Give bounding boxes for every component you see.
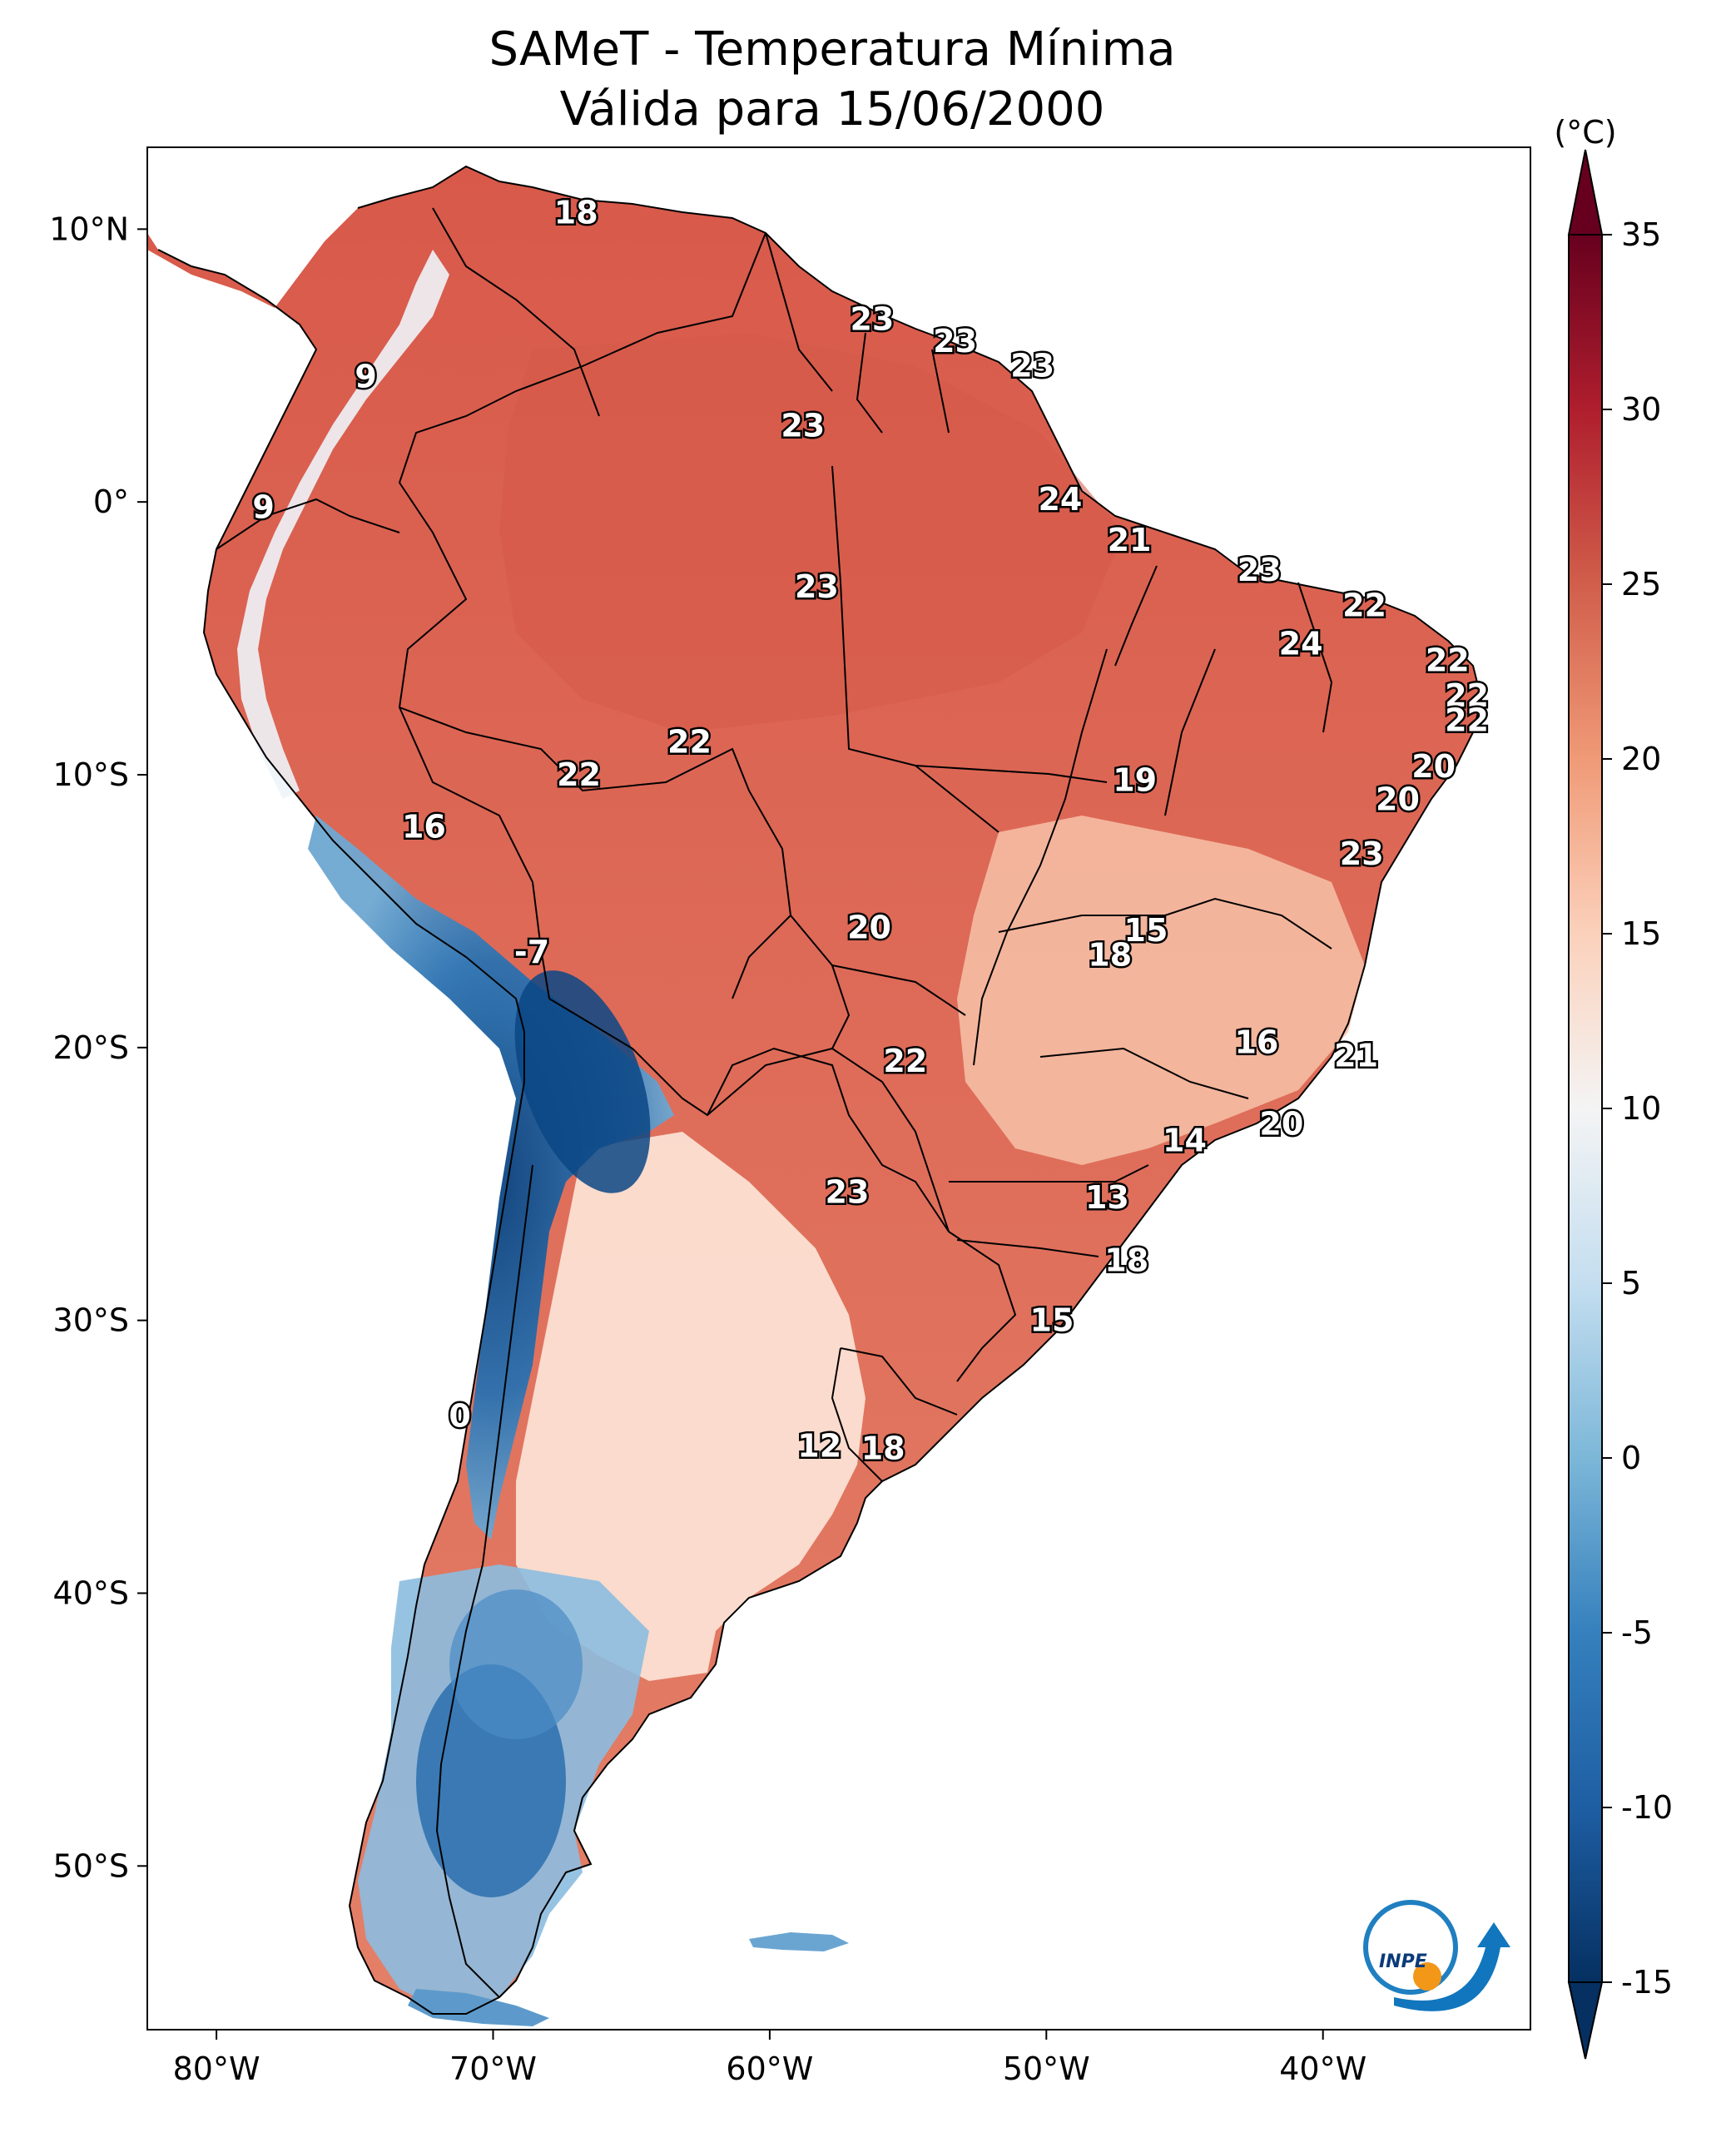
logo-orange-dot <box>1413 1962 1441 1991</box>
lon-tick-label: 60°W <box>726 2050 813 2087</box>
warm-amazon-region <box>499 333 1123 732</box>
station-value-label: 20 <box>847 910 891 946</box>
patagonia-cold-core-2 <box>449 1589 583 1739</box>
lon-tick-label: 80°W <box>173 2050 260 2087</box>
station-value-label: 20 <box>1376 781 1420 818</box>
station-value-label: 18 <box>1104 1242 1148 1279</box>
station-value-label: 22 <box>883 1043 927 1079</box>
station-value-label: 20 <box>1411 748 1456 785</box>
station-value-label: 21 <box>1334 1038 1378 1074</box>
country-borders <box>157 165 1483 2015</box>
lat-tick-label: 0° <box>93 483 129 520</box>
lon-tick-label: 40°W <box>1279 2050 1366 2087</box>
colorbar-tick-label: 25 <box>1621 566 1661 602</box>
colorbar-tick-label: 10 <box>1621 1090 1661 1127</box>
inpe-logo: INPE <box>1363 1900 1510 2011</box>
colorbar: (°C) 35 30 25 20 15 10 5 0 -5 -10 -15 <box>1554 114 1673 2060</box>
station-value-label: 22 <box>667 724 712 761</box>
lat-tick-label: 20°S <box>53 1029 129 1066</box>
falkland-islands <box>749 1932 849 1951</box>
station-value-label: 15 <box>1124 912 1168 949</box>
cool-pampas-region <box>516 1132 866 1681</box>
lat-tick-label: 30°S <box>53 1302 129 1339</box>
station-value-label: 23 <box>850 301 894 338</box>
station-value-label: 22 <box>1445 702 1489 738</box>
station-value-label: 21 <box>1108 522 1152 558</box>
lat-tick-label: 10°N <box>49 211 129 247</box>
colorbar-tick-label: -5 <box>1621 1614 1653 1651</box>
station-value-label: 22 <box>1426 642 1470 678</box>
map-frame <box>146 146 1531 2031</box>
station-value-label: 22 <box>1342 588 1386 624</box>
colorbar-tick-label: 30 <box>1621 391 1661 428</box>
station-value-label: 23 <box>826 1174 870 1211</box>
lat-tick-label: 40°S <box>53 1574 129 1611</box>
station-value-label: 20 <box>1259 1106 1303 1143</box>
cool-brazil-plateau <box>957 816 1365 1165</box>
station-value-label: 22 <box>1445 677 1489 714</box>
station-value-label: 23 <box>795 568 839 605</box>
logo-ring <box>1363 1900 1458 1995</box>
colorbar-unit-label: (°C) <box>1554 114 1616 151</box>
map-title-line-2: Válida para 15/06/2000 <box>560 82 1105 136</box>
station-value-label: 23 <box>1238 552 1282 588</box>
lon-tick-label: 50°W <box>1003 2050 1090 2087</box>
station-value-label: 9 <box>252 489 274 526</box>
temperature-field <box>147 165 1483 2026</box>
station-value-label: 0 <box>449 1397 470 1434</box>
station-value-label: 12 <box>797 1427 841 1464</box>
lon-tick-label: 70°W <box>449 2050 537 2087</box>
station-value-label: 23 <box>781 407 825 444</box>
station-value-label: 19 <box>1113 762 1157 799</box>
colorbar-top-extension <box>1567 149 1604 236</box>
logo-arrow-icon <box>1394 1922 1510 2011</box>
colorbar-tick-label: 20 <box>1621 741 1661 777</box>
colorbar-bottom-extension <box>1567 1981 1604 2060</box>
station-value-label: 24 <box>1038 481 1082 518</box>
colorbar-tick-label: 15 <box>1621 915 1661 952</box>
station-value-label: 18 <box>861 1431 905 1467</box>
station-value-label: 16 <box>402 808 446 845</box>
altiplano-cold <box>514 970 651 1193</box>
colorbar-tick-label: -10 <box>1621 1789 1673 1826</box>
colorbar-tick-label: 35 <box>1621 216 1661 253</box>
map-axes: 80°W 70°W 60°W 50°W 40°W 10°N 0° 10°S 20°S 30°S 40… <box>49 211 1366 2087</box>
lat-tick-label: 10°S <box>53 756 129 793</box>
map-title-line-1: SAMeT - Temperatura Mínima <box>489 22 1175 77</box>
station-value-label: 13 <box>1085 1179 1129 1216</box>
station-value-label: 23 <box>1340 836 1384 872</box>
colorbar-tick-label: -15 <box>1621 1964 1673 2001</box>
station-value-label: 24 <box>1279 626 1323 662</box>
station-value-label: 23 <box>933 323 977 359</box>
station-value-label: 18 <box>1088 936 1132 973</box>
station-value-label: 22 <box>557 756 601 793</box>
colorbar-ticks: 35 30 25 20 15 10 5 0 -5 -10 -15 <box>1602 216 1673 2001</box>
colorbar-tick-label: 0 <box>1621 1440 1641 1476</box>
station-value-label: 14 <box>1163 1122 1207 1158</box>
colorbar-gradient <box>1568 234 1603 1983</box>
station-value-label: 16 <box>1234 1024 1278 1060</box>
colorbar-tick-label: 5 <box>1621 1265 1641 1302</box>
lat-tick-label: 50°S <box>53 1847 129 1884</box>
logo-text: INPE <box>1379 1951 1427 1972</box>
station-value-label: 9 <box>355 358 376 394</box>
station-value-label: 15 <box>1030 1302 1074 1339</box>
station-value-label: -7 <box>514 934 549 970</box>
station-value-label: 23 <box>1010 347 1054 384</box>
south-america-landmass <box>147 166 1481 2014</box>
station-value-label: 18 <box>554 195 598 231</box>
andes-cold-spine <box>308 816 674 1540</box>
